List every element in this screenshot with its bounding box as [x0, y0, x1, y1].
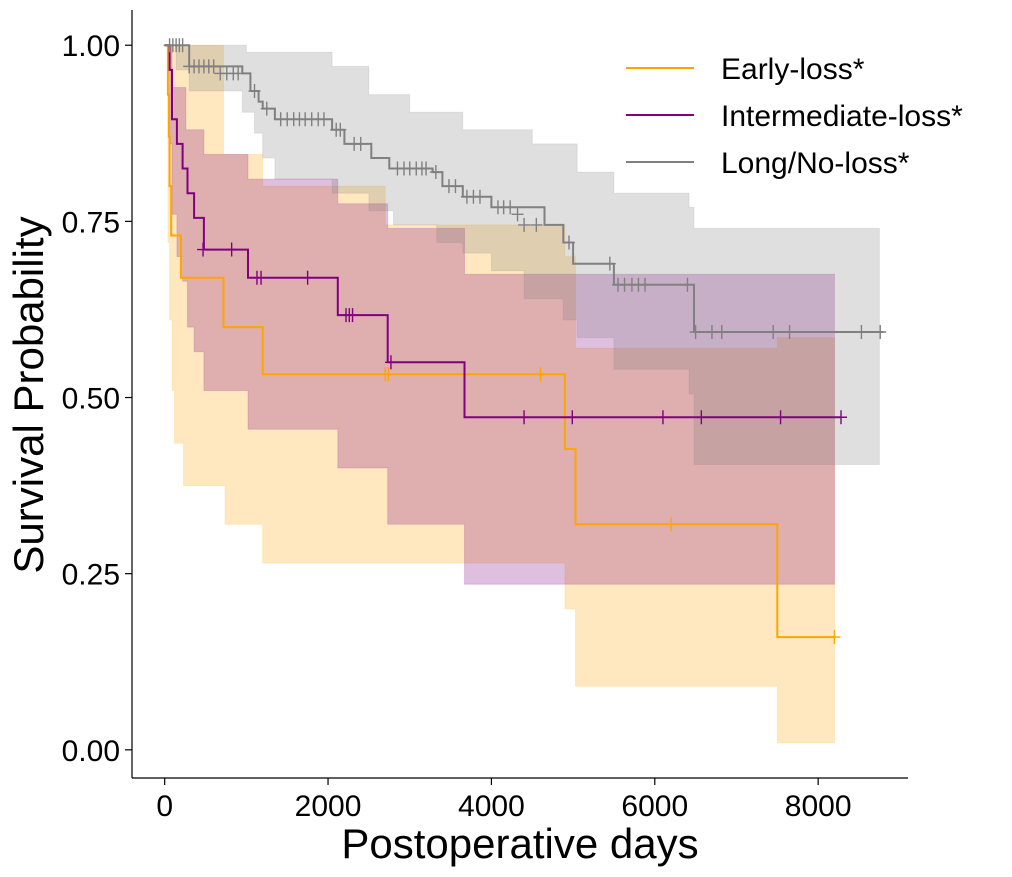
censor-mark	[715, 324, 728, 339]
x-axis-title: Postoperative days	[341, 820, 698, 867]
censor-mark	[317, 112, 330, 127]
y-tick-label: 0.50	[62, 383, 120, 416]
censor-mark	[518, 217, 531, 232]
censor-mark	[334, 122, 347, 137]
censor-mark	[783, 324, 796, 339]
ci-band-2	[164, 44, 880, 465]
censor-mark	[301, 270, 314, 285]
axes	[131, 10, 908, 779]
survival-line-0	[164, 44, 835, 639]
x-tick-label: 8000	[785, 790, 852, 823]
censor-mark	[346, 308, 359, 323]
censor-mark	[665, 517, 678, 532]
censor-mark	[260, 101, 273, 116]
y-tick-label: 1.00	[62, 30, 120, 63]
censor-mark	[656, 410, 669, 425]
survival-line-1	[164, 44, 841, 419]
censor-mark	[248, 84, 261, 99]
censor-marks	[163, 38, 887, 645]
y-ticks: 0.00 0.25 0.50 0.75 1.00	[62, 30, 132, 768]
censor-mark	[382, 367, 395, 382]
censor-mark	[828, 630, 841, 645]
confidence-bands	[164, 44, 880, 744]
legend-label: Early-loss*	[721, 53, 865, 86]
x-tick-label: 0	[156, 790, 173, 823]
x-tick-label: 6000	[621, 790, 688, 823]
legend-label: Long/No-loss*	[721, 147, 910, 180]
censor-mark	[384, 355, 397, 370]
legend: Early-loss* Intermediate-loss* Long/No-los…	[626, 53, 963, 180]
censor-mark	[695, 410, 708, 425]
censor-mark	[689, 324, 702, 339]
censor-mark	[511, 207, 524, 222]
censor-mark	[835, 410, 848, 425]
censor-mark	[563, 235, 576, 250]
censor-mark	[473, 189, 486, 204]
x-tick-label: 4000	[458, 790, 525, 823]
legend-label: Intermediate-loss*	[721, 100, 963, 133]
y-tick-label: 0.75	[62, 206, 120, 239]
censor-mark	[504, 200, 517, 215]
y-tick-label: 0.25	[62, 559, 120, 592]
censor-mark	[681, 277, 694, 292]
censor-mark	[207, 59, 220, 74]
censor-mark	[603, 256, 616, 271]
censor-mark	[774, 410, 787, 425]
x-ticks: 0 2000 4000 6000 8000	[156, 778, 852, 823]
censor-mark	[449, 179, 462, 194]
censor-mark	[255, 270, 268, 285]
censor-mark	[197, 242, 210, 257]
censor-mark	[225, 242, 238, 257]
y-tick-label: 0.00	[62, 735, 120, 768]
censor-mark	[420, 161, 433, 176]
censor-mark	[232, 66, 245, 81]
censor-mark	[518, 410, 531, 425]
censor-mark	[767, 324, 780, 339]
censor-mark	[855, 324, 868, 339]
y-axis-title: Survival Probability	[5, 216, 52, 573]
censor-mark	[530, 217, 543, 232]
censor-mark	[354, 136, 367, 151]
ci-band-0	[164, 44, 835, 744]
censor-mark	[566, 410, 579, 425]
censor-mark	[429, 165, 442, 180]
x-tick-label: 2000	[295, 790, 362, 823]
censor-mark	[534, 367, 547, 382]
censor-mark	[874, 324, 887, 339]
censor-mark	[176, 38, 189, 53]
censor-mark	[638, 277, 651, 292]
